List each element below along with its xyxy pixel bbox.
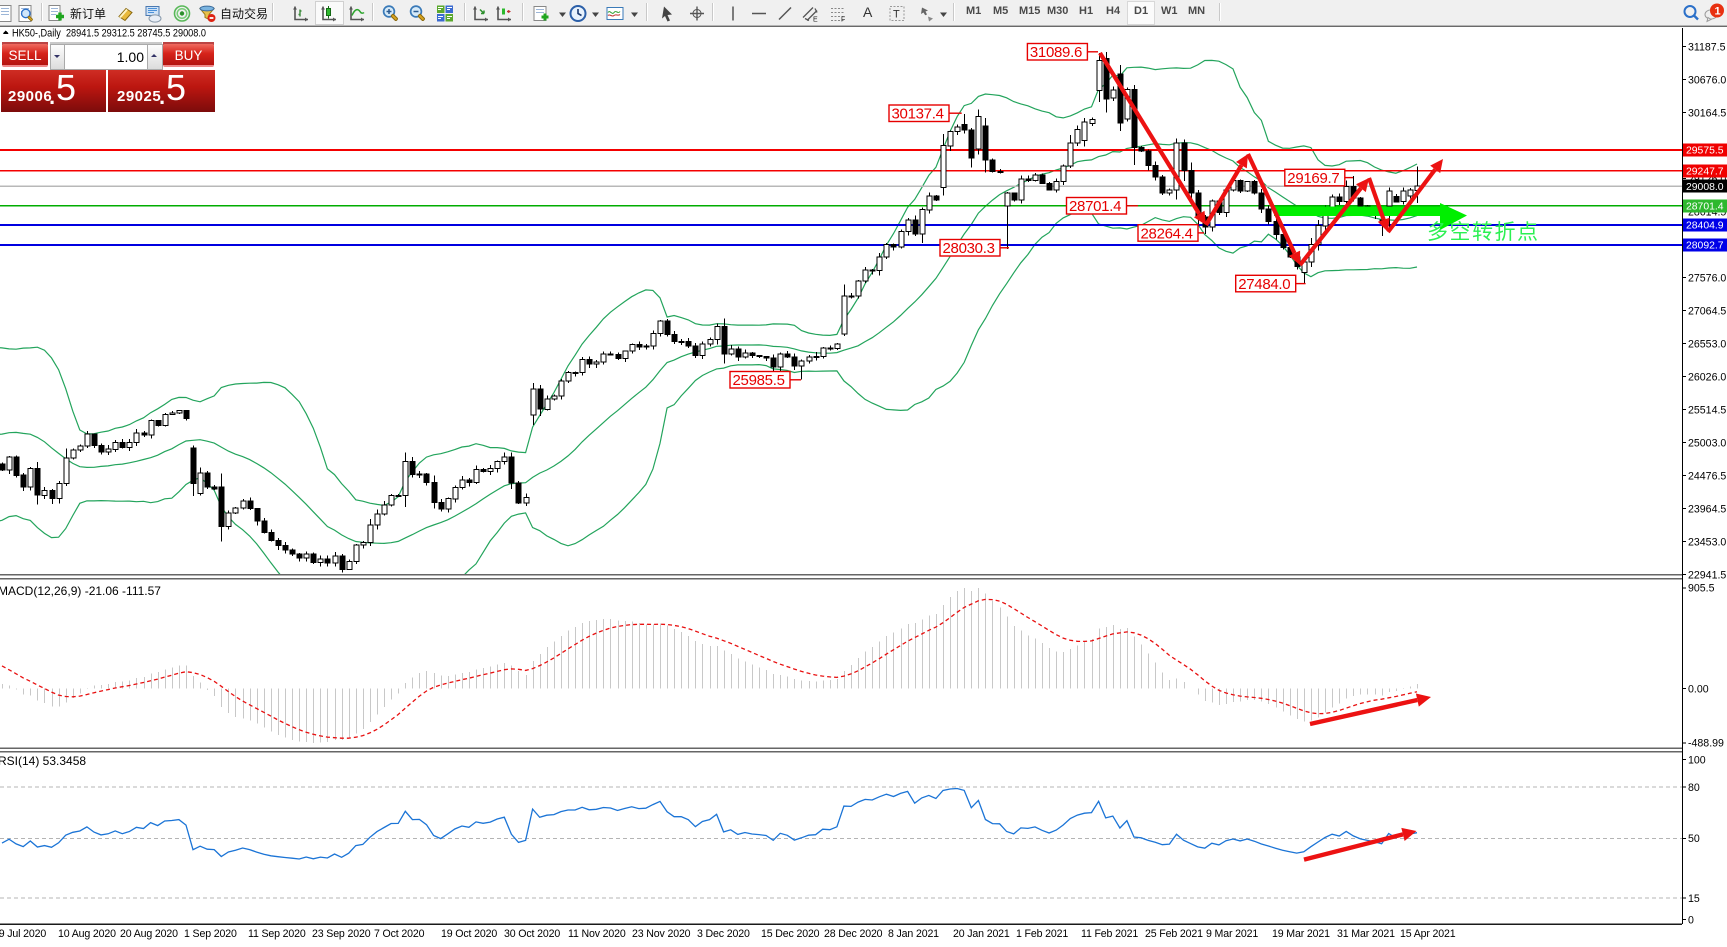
svg-text:9 Mar 2021: 9 Mar 2021 <box>1206 928 1258 940</box>
svg-text:26553.0: 26553.0 <box>1688 339 1726 351</box>
svg-text:HK50-,Daily 28941.5 29312.5 2: HK50-,Daily 28941.5 29312.5 28745.5 2900… <box>12 28 206 40</box>
svg-text:30164.5: 30164.5 <box>1688 108 1726 120</box>
svg-text:-488.99: -488.99 <box>1688 738 1724 750</box>
svg-text:20 Aug 2020: 20 Aug 2020 <box>120 928 178 940</box>
svg-text:27064.5: 27064.5 <box>1688 306 1726 318</box>
svg-text:23 Nov 2020: 23 Nov 2020 <box>632 928 691 940</box>
svg-text:E: E <box>813 17 818 24</box>
svg-text:23964.5: 23964.5 <box>1688 504 1726 516</box>
svg-text:28701.4: 28701.4 <box>1686 202 1724 213</box>
svg-text:29169.7: 29169.7 <box>1287 170 1339 187</box>
svg-text:MACD(12,26,9) -21.06 -111.57: MACD(12,26,9) -21.06 -111.57 <box>0 584 161 598</box>
svg-text:24476.5: 24476.5 <box>1688 471 1726 483</box>
svg-text:31187.5: 31187.5 <box>1688 42 1726 54</box>
svg-text:25985.5: 25985.5 <box>733 372 785 389</box>
svg-text:3 Dec 2020: 3 Dec 2020 <box>697 928 750 940</box>
svg-text:29 Jul 2020: 29 Jul 2020 <box>0 928 46 940</box>
svg-text:50: 50 <box>1688 833 1700 845</box>
svg-text:30 Oct 2020: 30 Oct 2020 <box>504 928 560 940</box>
svg-text:7 Oct 2020: 7 Oct 2020 <box>374 928 425 940</box>
svg-text:100: 100 <box>1688 754 1706 766</box>
svg-text:25003.0: 25003.0 <box>1688 438 1726 450</box>
svg-text:27576.0: 27576.0 <box>1688 273 1726 285</box>
svg-text:15 Apr 2021: 15 Apr 2021 <box>1400 928 1456 940</box>
svg-text:23453.0: 23453.0 <box>1688 537 1726 549</box>
svg-text:28264.4: 28264.4 <box>1141 225 1193 242</box>
svg-text:31 Mar 2021: 31 Mar 2021 <box>1337 928 1395 940</box>
svg-text:8 Jan 2021: 8 Jan 2021 <box>888 928 939 940</box>
svg-text:23 Sep 2020: 23 Sep 2020 <box>312 928 371 940</box>
svg-text:28092.7: 28092.7 <box>1686 241 1724 252</box>
svg-text:20 Jan 2021: 20 Jan 2021 <box>953 928 1010 940</box>
svg-text:30137.4: 30137.4 <box>892 106 944 123</box>
svg-text:29247.7: 29247.7 <box>1686 167 1724 178</box>
svg-text:905.5: 905.5 <box>1688 583 1715 595</box>
svg-text:11 Feb 2021: 11 Feb 2021 <box>1081 928 1138 940</box>
svg-text:0.00: 0.00 <box>1688 683 1709 695</box>
svg-text:29008.0: 29008.0 <box>1686 182 1724 193</box>
svg-text:28 Dec 2020: 28 Dec 2020 <box>824 928 883 940</box>
svg-text:19 Mar 2021: 19 Mar 2021 <box>1272 928 1330 940</box>
svg-text:1 Feb 2021: 1 Feb 2021 <box>1016 928 1068 940</box>
svg-text:27484.0: 27484.0 <box>1238 276 1290 293</box>
svg-text:31089.6: 31089.6 <box>1030 44 1082 61</box>
svg-text:30676.0: 30676.0 <box>1688 75 1726 87</box>
svg-text:11 Sep 2020: 11 Sep 2020 <box>248 928 306 940</box>
svg-text:26026.0: 26026.0 <box>1688 372 1726 384</box>
svg-text:25 Feb 2021: 25 Feb 2021 <box>1145 928 1203 940</box>
svg-text:多空转折点: 多空转折点 <box>1427 221 1540 244</box>
svg-text:11 Nov 2020: 11 Nov 2020 <box>568 928 626 940</box>
svg-text:F: F <box>841 17 845 24</box>
svg-text:22941.5: 22941.5 <box>1688 570 1726 582</box>
svg-text:1 Sep 2020: 1 Sep 2020 <box>184 928 237 940</box>
svg-text:RSI(14) 53.3458: RSI(14) 53.3458 <box>0 754 86 768</box>
svg-text:80: 80 <box>1688 782 1700 794</box>
svg-text:28701.4: 28701.4 <box>1069 198 1121 215</box>
svg-text:28030.3: 28030.3 <box>943 240 995 257</box>
svg-text:29575.5: 29575.5 <box>1686 146 1724 157</box>
svg-text:15: 15 <box>1688 893 1700 905</box>
svg-text:25514.5: 25514.5 <box>1688 405 1726 417</box>
svg-text:0: 0 <box>1688 914 1694 926</box>
svg-text:T: T <box>893 9 900 21</box>
svg-text:1: 1 <box>1715 6 1721 18</box>
svg-text:10 Aug 2020: 10 Aug 2020 <box>58 928 116 940</box>
svg-text:19 Oct 2020: 19 Oct 2020 <box>441 928 497 940</box>
svg-text:28404.9: 28404.9 <box>1686 221 1724 232</box>
svg-text:15 Dec 2020: 15 Dec 2020 <box>761 928 820 940</box>
